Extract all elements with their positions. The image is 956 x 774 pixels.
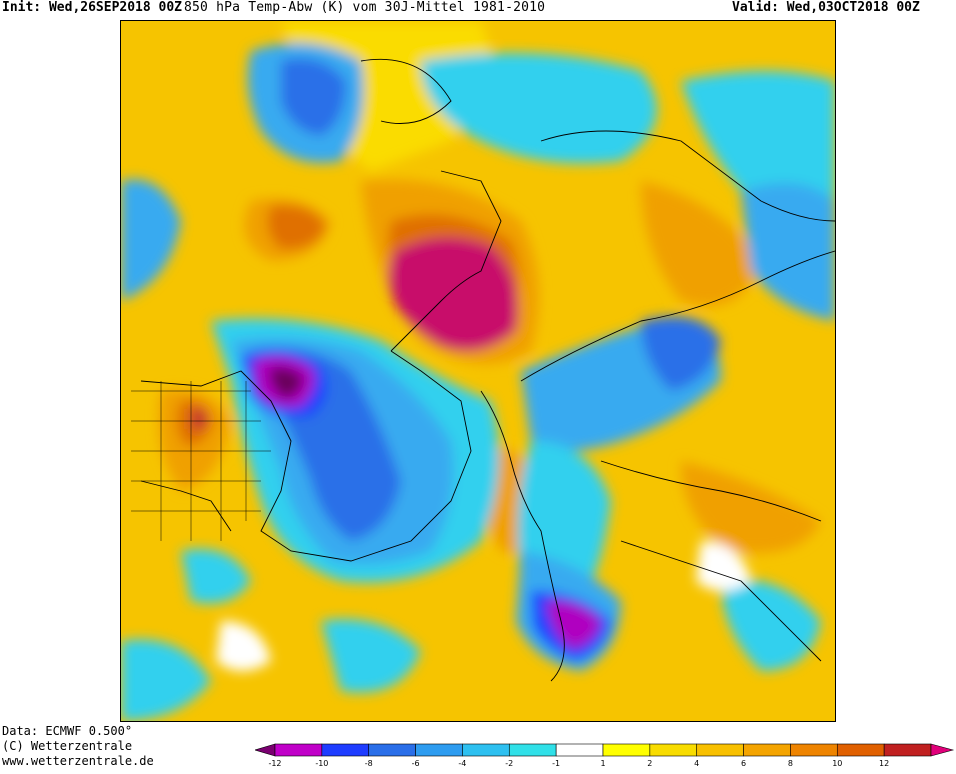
legend-swatch <box>649 743 698 757</box>
legend-tick-label: 12 <box>879 759 889 768</box>
legend-swatch <box>462 743 510 757</box>
anomaly-region <box>388 237 519 351</box>
anomaly-region <box>641 181 761 306</box>
anomaly-region <box>267 205 326 250</box>
website-label: www.wetterzentrale.de <box>2 754 154 768</box>
anomaly-region <box>121 639 211 721</box>
legend-tick-label: -4 <box>458 759 466 768</box>
anomaly-region <box>181 549 251 604</box>
legend-tick-label: -12 <box>268 759 281 768</box>
legend-tick-label: 1 <box>600 759 605 768</box>
anomaly-region <box>721 579 821 671</box>
anomaly-region <box>321 619 421 693</box>
coastline <box>600 460 822 522</box>
legend-tick-label: 6 <box>741 759 746 768</box>
init-time-label: Init: Wed,26SEP2018 00Z <box>2 0 183 15</box>
legend-swatch <box>555 743 604 757</box>
us-state-borders <box>131 381 271 541</box>
anomaly-region <box>681 461 821 553</box>
legend-swatch <box>274 743 323 757</box>
valid-time-label: Valid: Wed,03OCT2018 00Z <box>732 0 920 15</box>
coastline <box>620 540 822 662</box>
legend-tick-label: 4 <box>694 759 699 768</box>
anomaly-region <box>121 179 181 301</box>
coastline <box>480 390 565 682</box>
legend-swatch <box>696 743 744 757</box>
copyright-label: (C) Wetterzentrale <box>2 739 133 753</box>
legend-tick-label: -10 <box>315 759 328 768</box>
coastline <box>360 58 452 124</box>
map-title: 850 hPa Temp-Abw (K) vom 30J-Mittel 1981… <box>184 0 546 15</box>
coastline <box>520 250 835 382</box>
legend-swatch <box>790 743 838 757</box>
legend-swatch <box>415 743 463 757</box>
anomaly-region <box>193 408 207 430</box>
anomaly-region <box>421 53 657 164</box>
temperature-anomaly-map <box>120 20 836 722</box>
legend-swatch <box>321 743 370 757</box>
legend-swatch <box>743 743 791 757</box>
coastlines <box>140 58 835 682</box>
anomaly-region <box>546 600 601 649</box>
anomaly-region <box>216 621 271 671</box>
legend-arrow-high <box>930 743 955 757</box>
legend-tick-label: 8 <box>788 759 793 768</box>
legend-tick-label: -1 <box>552 759 560 768</box>
legend-tick-label: 10 <box>832 759 842 768</box>
border <box>160 381 247 541</box>
map-canvas <box>121 21 835 721</box>
anomaly-region <box>641 316 721 391</box>
anomaly-region <box>696 541 751 591</box>
color-scale-legend: -12 -10 -8 -6 -4 -2 -1 1 2 4 6 8 10 12 <box>253 740 955 770</box>
legend-swatch <box>836 743 885 757</box>
legend-swatch <box>368 743 416 757</box>
legend-tick-label: 2 <box>647 759 652 768</box>
coastline <box>390 170 502 352</box>
legend-tick-label: -2 <box>505 759 513 768</box>
legend-tick-label: -8 <box>365 759 373 768</box>
legend-tick-label: -6 <box>412 759 420 768</box>
data-source-label: Data: ECMWF 0.500° <box>2 724 133 738</box>
legend-swatch <box>508 743 557 757</box>
legend-swatch <box>883 743 932 757</box>
legend-swatch <box>602 743 651 757</box>
anomaly-region <box>741 183 835 321</box>
anomaly-region <box>269 367 303 399</box>
legend-arrow-low <box>253 743 276 757</box>
coastline <box>540 130 835 222</box>
coastline <box>140 350 472 562</box>
legend-bar: -12 -10 -8 -6 -4 -2 -1 1 2 4 6 8 10 12 <box>253 743 955 768</box>
anomaly-region <box>281 58 346 136</box>
